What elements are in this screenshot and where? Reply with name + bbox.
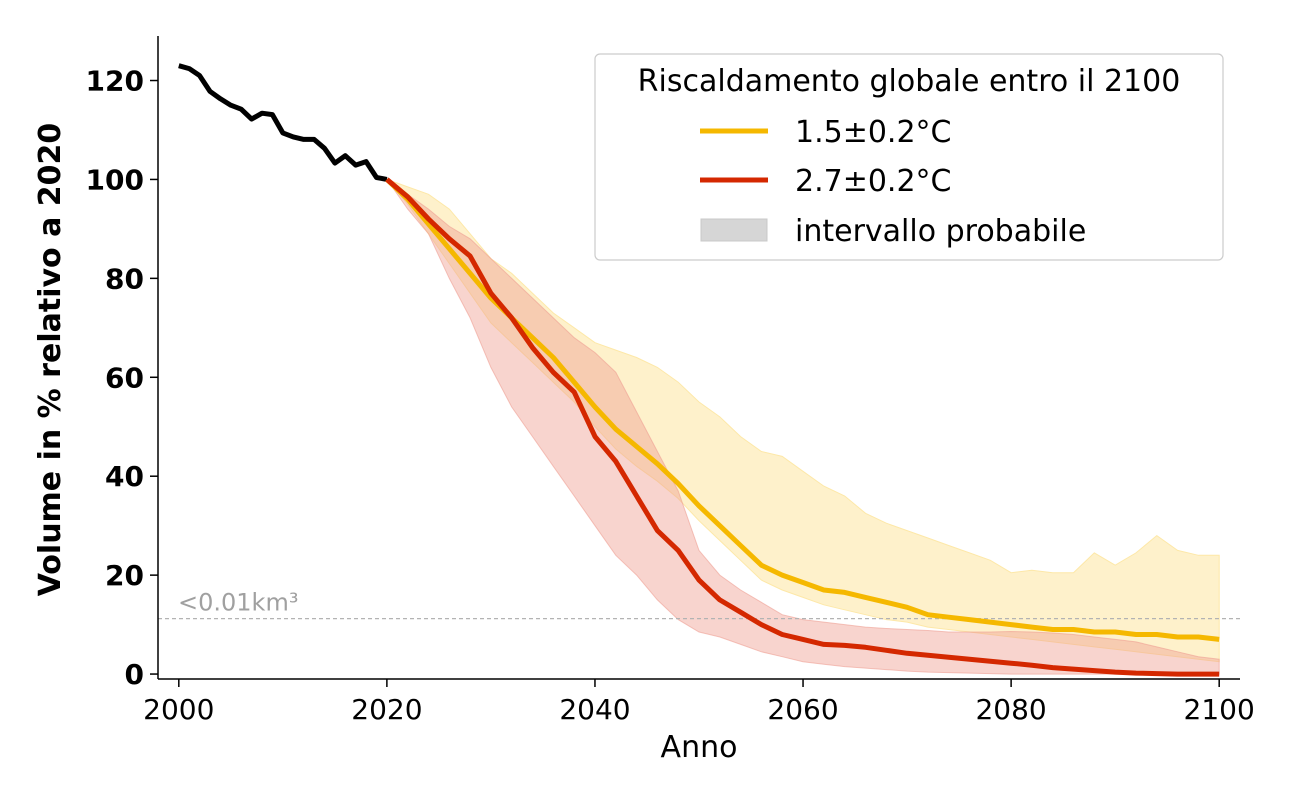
y-tick-label-80: 80 <box>105 262 144 295</box>
y-tick-label-40: 40 <box>105 460 144 493</box>
y-tick-label-60: 60 <box>105 361 144 394</box>
band-scenario-1-5 <box>385 178 1220 663</box>
x-tick-label-2060: 2060 <box>767 693 838 726</box>
legend-title: Riscaldamento globale entro il 2100 <box>638 64 1181 99</box>
historical-line <box>178 63 388 182</box>
threshold-label: <0.01km³ <box>178 589 298 617</box>
legend-label-1-5: 1.5±0.2°C <box>795 115 952 150</box>
legend: Riscaldamento globale entro il 2100 1.5±0… <box>594 53 1224 261</box>
y-tick-label-20: 20 <box>105 559 144 592</box>
x-tick-label-2000: 2000 <box>143 693 214 726</box>
x-axis-title: Anno <box>661 730 738 765</box>
y-tick-label-0: 0 <box>125 658 144 691</box>
legend-label-2-7: 2.7±0.2°C <box>795 164 952 199</box>
x-tick-label-2020: 2020 <box>351 693 422 726</box>
threshold-group: <0.01km³ <box>158 589 1240 620</box>
y-tick-label-100: 100 <box>86 163 144 196</box>
legend-label-range: intervallo probabile <box>795 214 1086 249</box>
x-tick-label-2080: 2080 <box>975 693 1046 726</box>
x-tick-label-2040: 2040 <box>559 693 630 726</box>
x-tick-label-2100: 2100 <box>1184 693 1255 726</box>
legend-swatch-range <box>700 218 768 242</box>
y-axis-title: Volume in % relativo a 2020 <box>33 123 68 597</box>
y-tick-label-120: 120 <box>86 65 144 98</box>
legend-frame <box>594 53 1224 261</box>
line-scenario-2-7 <box>385 177 1220 677</box>
axes <box>157 36 1240 680</box>
line-scenario-1-5 <box>385 177 1220 642</box>
series-lines <box>178 63 1220 677</box>
